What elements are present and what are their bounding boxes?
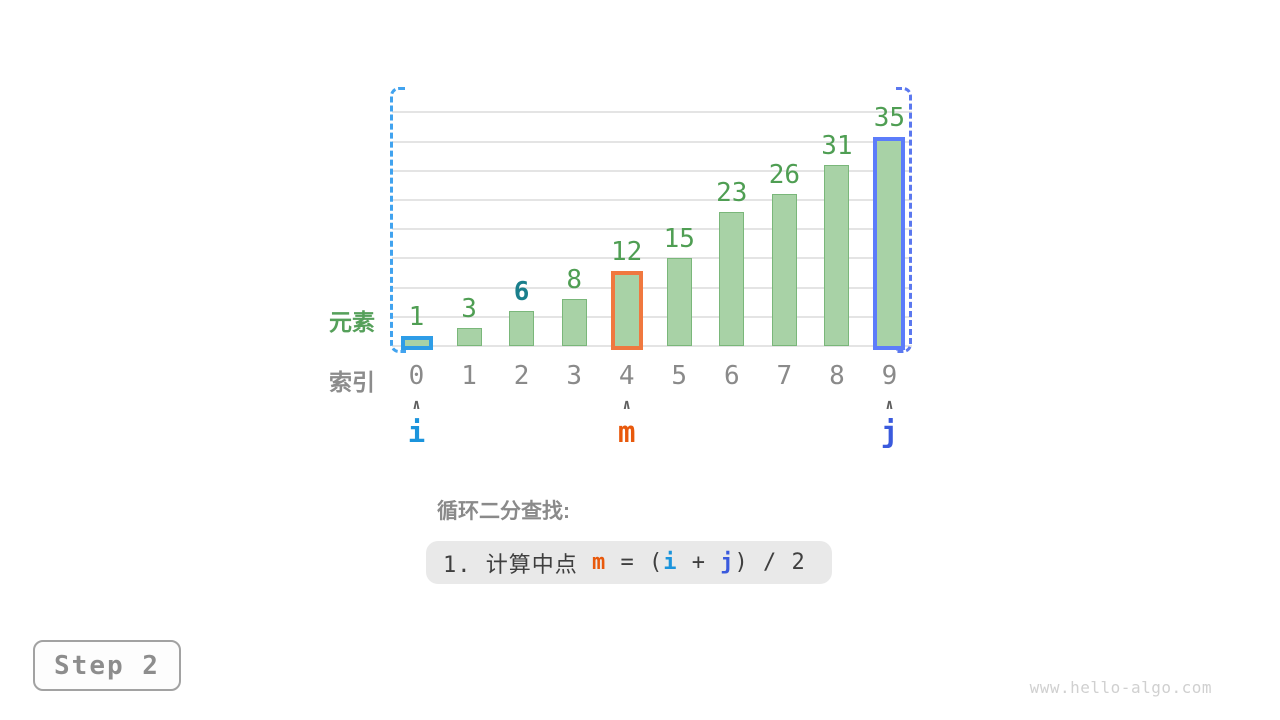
formula-token: ) / 2 xyxy=(734,550,806,575)
array-bar xyxy=(456,328,482,346)
array-bar-highlight-j xyxy=(873,137,906,351)
pointer-label-m: m xyxy=(617,415,636,449)
formula-token: = ( xyxy=(606,550,664,575)
index-label: 9 xyxy=(881,361,898,391)
gridline xyxy=(392,140,912,143)
bar-value-label: 31 xyxy=(821,130,853,161)
formula-box: 1. 计算中点 m = (i + j) / 2 xyxy=(426,541,832,584)
gridline xyxy=(392,286,912,289)
formula-token: m xyxy=(591,550,607,575)
bar-value-label: 26 xyxy=(768,160,800,191)
element-axis-label: 元素 xyxy=(329,309,375,335)
index-label: 6 xyxy=(723,361,740,391)
index-label: 4 xyxy=(618,361,635,391)
caption-title: 循环二分查找: xyxy=(437,500,570,523)
array-bar xyxy=(771,194,797,346)
search-range-bracket-right xyxy=(896,87,912,353)
pointer-caret-i: ∧ xyxy=(412,397,421,413)
formula-token: i xyxy=(663,550,678,575)
pointer-label-i: i xyxy=(407,415,426,449)
index-label: 7 xyxy=(776,361,793,391)
index-label: 2 xyxy=(513,361,530,391)
formula-token: j xyxy=(720,550,735,575)
index-axis-label: 索引 xyxy=(329,369,375,395)
bar-value-label: 12 xyxy=(611,237,643,268)
gridline xyxy=(392,228,912,231)
index-label: 0 xyxy=(408,361,425,391)
formula-token: + xyxy=(677,550,721,575)
array-bar xyxy=(824,164,850,346)
bar-value-label: 1 xyxy=(408,301,425,332)
pointer-label-j: j xyxy=(880,415,899,449)
step-badge-label: Step 2 xyxy=(54,650,160,681)
index-label: 8 xyxy=(829,361,845,391)
bar-value-label: 8 xyxy=(566,265,582,296)
index-label: 5 xyxy=(671,361,688,391)
bar-value-label: 3 xyxy=(461,294,477,325)
watermark: www.hello-algo.com xyxy=(1029,678,1212,697)
array-bar xyxy=(719,211,745,346)
array-bar-highlight-m xyxy=(610,271,643,351)
pointer-caret-j: ∧ xyxy=(885,397,894,413)
array-bar-highlight-i xyxy=(400,335,433,351)
search-range-bracket-left xyxy=(390,87,406,353)
index-label: 3 xyxy=(566,361,582,391)
gridline xyxy=(392,111,912,114)
array-bar xyxy=(561,299,587,346)
formula-token: 1. 计算中点 xyxy=(443,552,592,578)
gridline xyxy=(392,315,912,318)
gridline xyxy=(392,169,912,172)
step-badge: Step 2 xyxy=(33,640,181,691)
gridline xyxy=(392,257,912,260)
bar-value-label: 6 xyxy=(513,276,530,307)
array-bar xyxy=(666,258,692,346)
bar-value-label: 35 xyxy=(873,103,906,134)
gridline xyxy=(392,199,912,201)
bar-value-label: 15 xyxy=(663,224,695,255)
bar-value-label: 23 xyxy=(716,177,748,208)
index-label: 1 xyxy=(461,361,477,391)
pointer-caret-m: ∧ xyxy=(622,397,631,413)
array-bar xyxy=(509,310,535,346)
gridline xyxy=(392,345,912,347)
